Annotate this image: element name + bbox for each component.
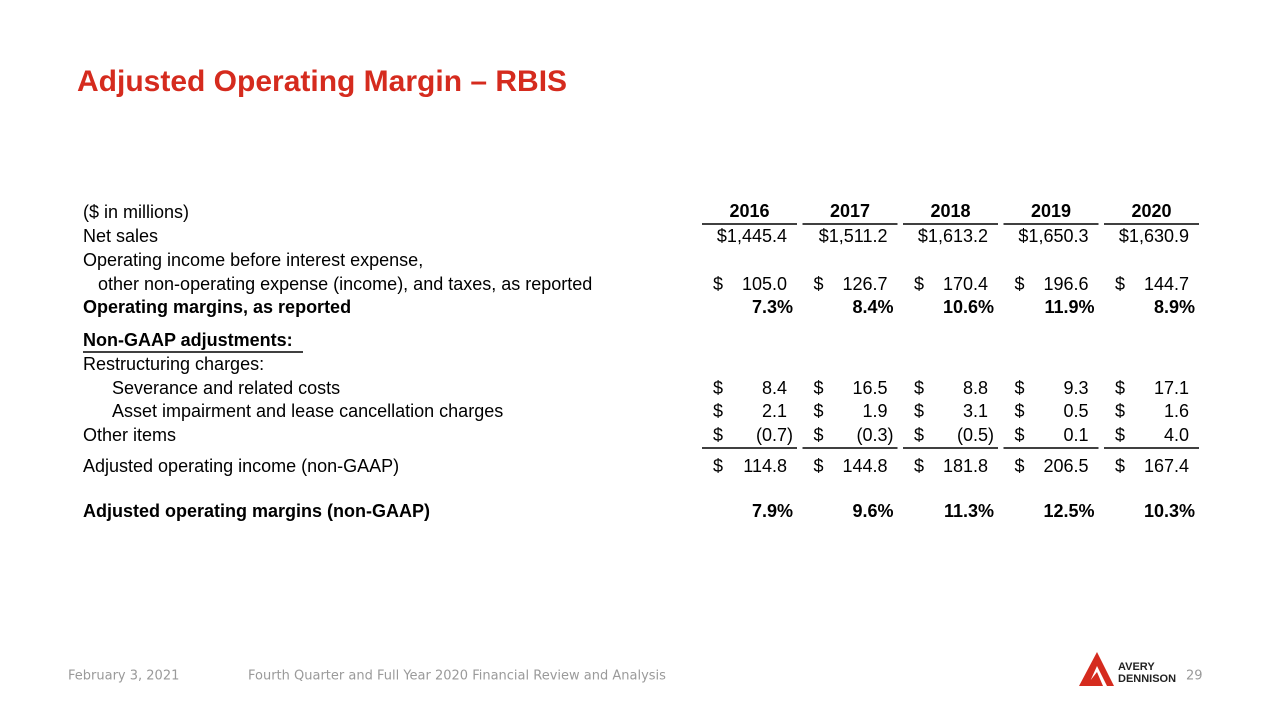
value-cell: 4.0 xyxy=(1164,425,1189,445)
units-label: ($ in millions) xyxy=(83,202,189,222)
row-label: Net sales xyxy=(83,226,158,246)
value-cell: 10.3% xyxy=(1144,501,1195,521)
currency-sign: $ xyxy=(713,378,723,398)
currency-sign: $ xyxy=(713,456,723,476)
value-cell: 105.0 xyxy=(742,274,787,294)
slide-title: Adjusted Operating Margin – RBIS xyxy=(77,65,567,98)
value-cell: 0.1 xyxy=(1063,425,1088,445)
value-cell: 114.8 xyxy=(743,456,787,476)
row-label: Other items xyxy=(83,425,176,445)
value-cell: 206.5 xyxy=(1043,456,1088,476)
value-cell: 167.4 xyxy=(1144,456,1189,476)
value-cell: $1,613.2 xyxy=(918,226,988,246)
year-header: 2016 xyxy=(729,201,769,221)
logo-mark xyxy=(1079,652,1114,686)
value-cell: (0.3) xyxy=(856,425,893,445)
currency-sign: $ xyxy=(713,425,723,445)
row-label: Severance and related costs xyxy=(112,378,340,398)
year-header: 2020 xyxy=(1131,201,1171,221)
value-cell: 1.9 xyxy=(862,401,887,421)
currency-sign: $ xyxy=(914,378,924,398)
value-cell: 12.5% xyxy=(1043,501,1094,521)
currency-sign: $ xyxy=(1115,378,1125,398)
currency-sign: $ xyxy=(1115,425,1125,445)
value-cell: 181.8 xyxy=(943,456,988,476)
row-label: Adjusted operating margins (non-GAAP) xyxy=(83,501,430,521)
value-cell: 7.9% xyxy=(752,501,793,521)
value-cell: 11.3% xyxy=(944,501,994,521)
currency-sign: $ xyxy=(914,425,924,445)
currency-sign: $ xyxy=(1115,456,1125,476)
row-label: Asset impairment and lease cancellation … xyxy=(112,401,503,421)
currency-sign: $ xyxy=(1115,274,1125,294)
value-cell: 16.5 xyxy=(852,378,887,398)
value-cell: 9.6% xyxy=(852,501,893,521)
currency-sign: $ xyxy=(814,425,824,445)
value-cell: (0.7) xyxy=(756,425,793,445)
value-cell: (0.5) xyxy=(957,425,994,445)
footer: February 3, 2021 Fourth Quarter and Full… xyxy=(68,652,1203,686)
currency-sign: $ xyxy=(713,401,723,421)
row-label: Restructuring charges: xyxy=(83,354,264,374)
value-cell: 1.6 xyxy=(1164,401,1189,421)
logo-text: DENNISON xyxy=(1118,673,1176,685)
value-cell: $1,630.9 xyxy=(1119,226,1189,246)
currency-sign: $ xyxy=(1015,456,1025,476)
row-label: Adjusted operating income (non-GAAP) xyxy=(83,456,399,476)
value-cell: 170.4 xyxy=(943,274,988,294)
value-cell: $1,445.4 xyxy=(717,226,787,246)
value-cell: 8.8 xyxy=(963,378,988,398)
value-cell: 196.6 xyxy=(1043,274,1088,294)
value-cell: 10.6% xyxy=(943,297,994,317)
value-cell: 8.4 xyxy=(762,378,787,398)
value-cell: 11.9% xyxy=(1044,297,1094,317)
row-label: other non-operating expense (income), an… xyxy=(98,274,592,294)
year-header: 2019 xyxy=(1031,201,1071,221)
value-cell: $1,650.3 xyxy=(1018,226,1088,246)
value-cell: 2.1 xyxy=(762,401,787,421)
value-cell: 144.8 xyxy=(842,456,887,476)
currency-sign: $ xyxy=(914,401,924,421)
currency-sign: $ xyxy=(713,274,723,294)
currency-sign: $ xyxy=(814,401,824,421)
value-cell: 3.1 xyxy=(963,401,988,421)
currency-sign: $ xyxy=(1015,425,1025,445)
year-header: 2018 xyxy=(930,201,970,221)
value-cell: 8.4% xyxy=(852,297,893,317)
currency-sign: $ xyxy=(1015,401,1025,421)
row-label: Operating income before interest expense… xyxy=(83,250,423,270)
value-cell: 17.1 xyxy=(1154,378,1189,398)
value-cell: $1,511.2 xyxy=(819,226,888,246)
currency-sign: $ xyxy=(914,274,924,294)
value-cell: 7.3% xyxy=(752,297,793,317)
value-cell: 144.7 xyxy=(1144,274,1189,294)
value-cell: 126.7 xyxy=(842,274,887,294)
footer-date: February 3, 2021 xyxy=(68,669,179,684)
row-label: Operating margins, as reported xyxy=(83,297,351,317)
currency-sign: $ xyxy=(814,378,824,398)
value-cell: 0.5 xyxy=(1063,401,1088,421)
currency-sign: $ xyxy=(814,274,824,294)
logo-text: AVERY xyxy=(1118,661,1155,673)
value-cell: 9.3 xyxy=(1063,378,1088,398)
row-label: Non-GAAP adjustments: xyxy=(83,330,293,350)
currency-sign: $ xyxy=(1015,274,1025,294)
footer-subtitle: Fourth Quarter and Full Year 2020 Financ… xyxy=(248,669,666,684)
currency-sign: $ xyxy=(1115,401,1125,421)
currency-sign: $ xyxy=(814,456,824,476)
value-cell: 8.9% xyxy=(1154,297,1195,317)
year-header: 2017 xyxy=(830,201,870,221)
currency-sign: $ xyxy=(914,456,924,476)
page-number: 29 xyxy=(1186,669,1203,684)
currency-sign: $ xyxy=(1015,378,1025,398)
